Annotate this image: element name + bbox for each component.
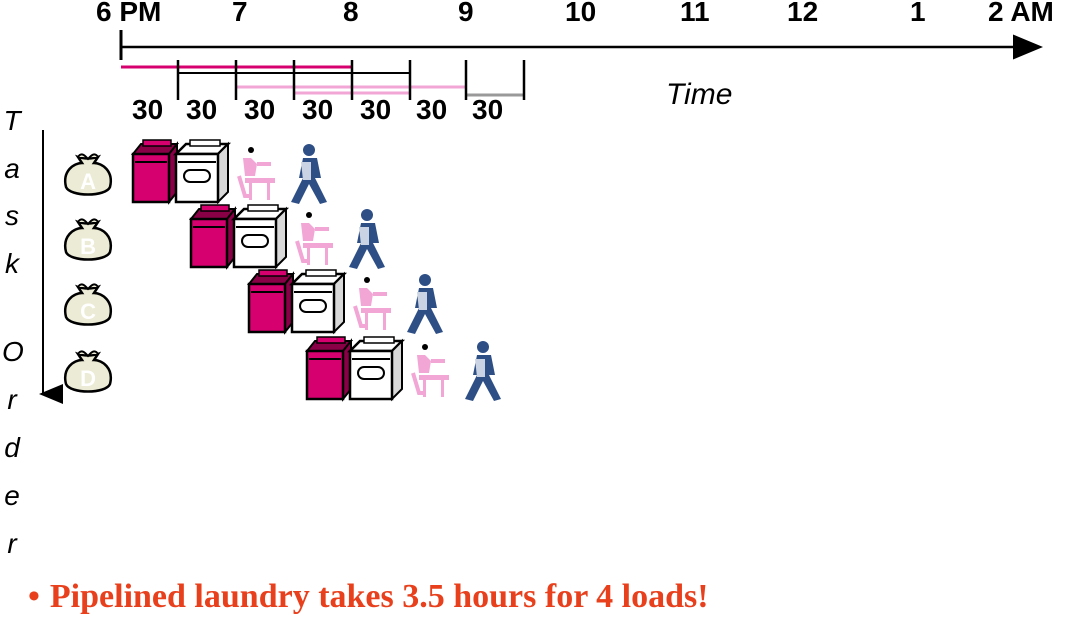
duration-label: 30 (132, 94, 164, 125)
task-order-letter: r (7, 384, 17, 415)
load-letter: B (80, 234, 96, 259)
task-order-letter: e (4, 480, 20, 511)
dryer-icon (232, 203, 288, 269)
hour-label: 8 (343, 0, 359, 27)
hour-label: 7 (232, 0, 248, 27)
hour-label: 9 (458, 0, 474, 27)
load-row-a: A (63, 138, 327, 204)
bullet: • (28, 578, 40, 615)
footer-note: • Pipelined laundry takes 3.5 hours for 4… (28, 578, 709, 616)
task-order-letter: a (4, 153, 20, 184)
hour-label: 2 AM (988, 0, 1054, 27)
time-axis-label: Time (666, 78, 733, 111)
dryer-icon (174, 138, 230, 204)
dryer-icon (290, 268, 346, 334)
load-letter: A (80, 169, 96, 194)
hour-label: 10 (565, 0, 597, 27)
task-order-letter: s (5, 200, 19, 231)
folder-person-icon (353, 275, 393, 332)
walking-person-icon (291, 144, 327, 204)
duration-label: 30 (244, 94, 276, 125)
washer-icon (247, 268, 295, 334)
washer-icon (131, 138, 179, 204)
load-row-d: D (63, 335, 501, 401)
load-row-c: C (63, 268, 443, 334)
load-letter: C (80, 299, 96, 324)
duration-label: 30 (416, 94, 448, 125)
folder-person-icon (237, 145, 277, 202)
folder-person-icon (411, 342, 451, 399)
hour-label: 6 PM (96, 0, 162, 27)
duration-label: 30 (472, 94, 504, 125)
walking-person-icon (465, 341, 501, 401)
stage-duration-bars (121, 60, 526, 100)
washer-icon (305, 335, 353, 401)
load-row-b: B (63, 203, 385, 269)
footer-text: Pipelined laundry takes 3.5 hours for 4 … (49, 578, 709, 615)
hour-label: 1 (910, 0, 926, 27)
task-order-letter: d (4, 432, 20, 463)
load-rows: A B C D (63, 138, 501, 401)
folder-person-icon (295, 210, 335, 267)
laundry-bag-icon: A (63, 153, 113, 196)
laundry-bag-icon: B (63, 218, 113, 261)
duration-label: 30 (186, 94, 218, 125)
walking-person-icon (407, 274, 443, 334)
dryer-icon (348, 335, 404, 401)
duration-label: 30 (302, 94, 334, 125)
duration-label: 30 (360, 94, 392, 125)
hour-label: 11 (680, 0, 710, 27)
task-order-letter: k (5, 248, 19, 279)
laundry-bag-icon: C (63, 283, 113, 326)
hour-label: 12 (787, 0, 819, 27)
washer-icon (189, 203, 237, 269)
task-order-letter: T (3, 105, 21, 136)
task-order-letter: O (2, 336, 24, 367)
walking-person-icon (349, 209, 385, 269)
task-order-letter: r (7, 528, 17, 559)
laundry-bag-icon: D (63, 350, 113, 393)
load-letter: D (80, 366, 96, 391)
